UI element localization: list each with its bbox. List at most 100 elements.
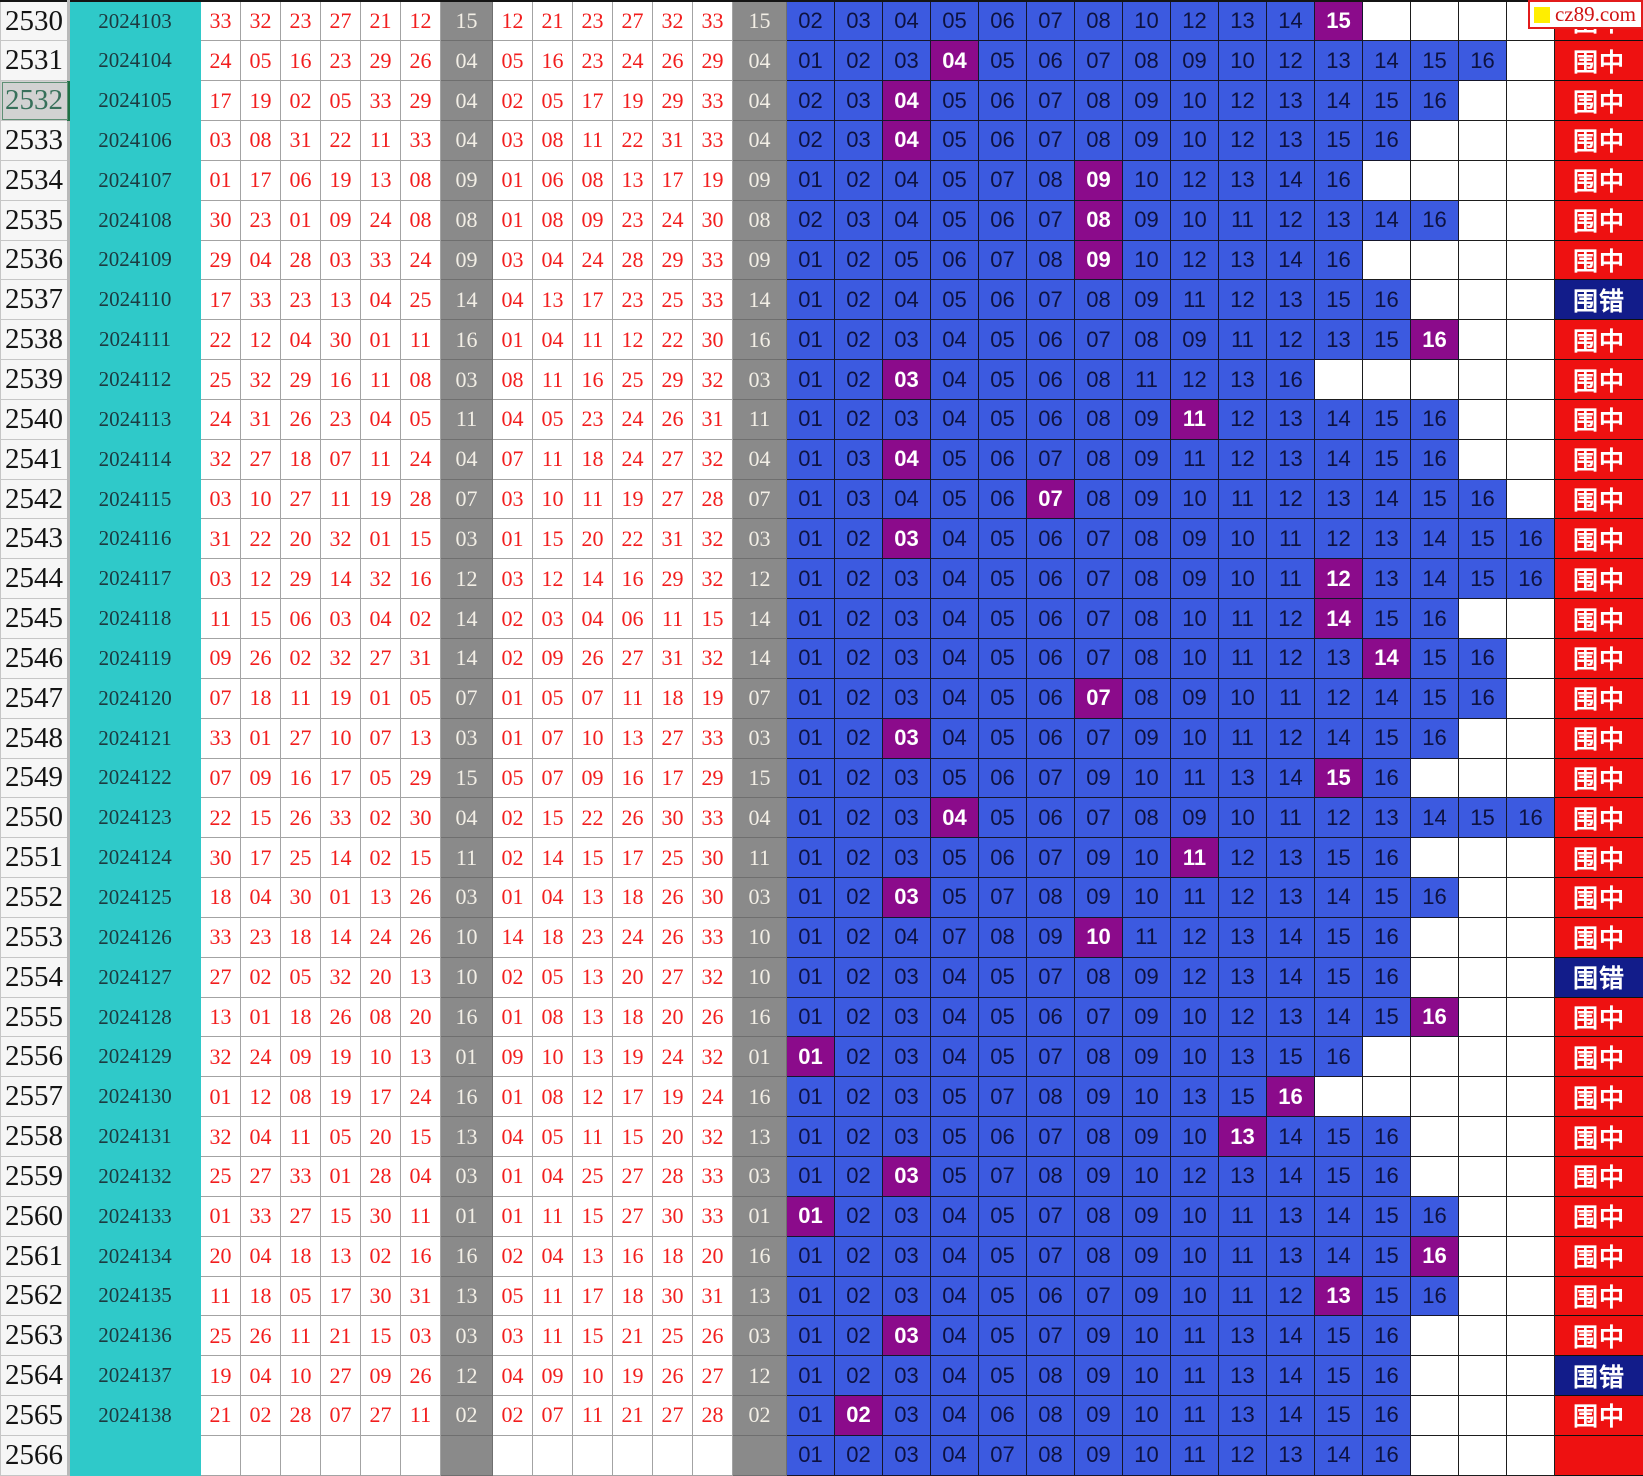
row-header[interactable]: 2546 (0, 638, 70, 679)
row-header[interactable]: 2550 (0, 797, 70, 839)
red-ball-sorted: 25 (652, 837, 693, 879)
chart-row: 2532 2024105 17 19 02 05 33 29 04 02 05 17 19 29 33 04 0… (0, 80, 1643, 122)
row-header[interactable]: 2535 (0, 199, 70, 241)
empty-cell (1458, 1434, 1507, 1476)
row-header[interactable]: 2562 (0, 1275, 70, 1317)
row-header[interactable]: 2548 (0, 717, 70, 759)
pick-cell: 09 (1122, 1235, 1171, 1277)
red-ball-draw-order: 25 (400, 279, 441, 321)
row-header[interactable]: 2533 (0, 120, 70, 161)
red-ball-sorted: 17 (612, 837, 653, 879)
empty-cell (1410, 916, 1459, 958)
logo-square-icon (1533, 6, 1550, 23)
pick-cell: 14 (1314, 877, 1363, 918)
red-ball-sorted: 17 (652, 159, 693, 201)
pick-cell: 07 (1026, 757, 1075, 799)
row-header[interactable]: 2558 (0, 1116, 70, 1157)
red-ball-draw-order: 16 (280, 40, 321, 82)
red-ball-sorted: 23 (612, 199, 653, 241)
pick-cell: 02 (834, 1036, 883, 1078)
red-ball-sorted: 09 (572, 199, 613, 241)
period-cell: 2024103 (68, 0, 201, 42)
pick-cell: 10 (1170, 120, 1219, 161)
red-ball-sorted: 09 (532, 638, 573, 679)
row-header[interactable]: 2561 (0, 1235, 70, 1277)
period-cell: 2024135 (68, 1275, 201, 1317)
row-header[interactable]: 2557 (0, 1076, 70, 1118)
row-header[interactable]: 2545 (0, 598, 70, 639)
red-ball-draw-order: 13 (360, 159, 401, 201)
pick-cell: 04 (882, 199, 931, 241)
pick-cell: 02 (834, 996, 883, 1038)
red-ball-draw-order: 23 (240, 199, 281, 241)
red-ball-draw-order: 04 (240, 1235, 281, 1277)
row-header[interactable]: 2547 (0, 677, 70, 719)
row-header[interactable]: 2553 (0, 916, 70, 958)
row-header[interactable]: 2556 (0, 1036, 70, 1078)
row-header[interactable]: 2560 (0, 1195, 70, 1237)
empty-cell (1506, 996, 1555, 1038)
row-header[interactable]: 2542 (0, 478, 70, 520)
row-header[interactable]: 2541 (0, 438, 70, 480)
pick-cell: 03 (834, 0, 883, 42)
row-header[interactable]: 2563 (0, 1315, 70, 1357)
red-ball-sorted: 33 (692, 1195, 733, 1237)
red-ball-draw-order: 08 (360, 996, 401, 1038)
logo-text: cz89.com (1554, 2, 1636, 26)
row-header[interactable]: 2530 (0, 0, 70, 42)
pick-cell: 04 (930, 398, 979, 440)
red-ball-sorted: 20 (692, 1235, 733, 1277)
row-header[interactable]: 2555 (0, 996, 70, 1038)
red-ball-sorted: 23 (572, 0, 613, 42)
row-header-selected[interactable]: 2532 (0, 80, 70, 122)
row-header[interactable]: 2537 (0, 279, 70, 321)
period-cell: 2024131 (68, 1116, 201, 1157)
red-ball-draw-order: 03 (320, 598, 361, 639)
pick-cell: 11 (1170, 438, 1219, 480)
pick-cell: 11 (1170, 1315, 1219, 1357)
pick-cell: 01 (786, 837, 835, 879)
red-ball-sorted: 24 (612, 40, 653, 82)
row-header[interactable]: 2559 (0, 1155, 70, 1197)
pick-cell: 12 (1218, 438, 1267, 480)
red-ball-sorted: 26 (612, 797, 653, 839)
period-cell: 2024124 (68, 837, 201, 879)
pick-cell-hit: 10 (1074, 916, 1123, 958)
blue-ball-value: 10 (732, 916, 787, 958)
red-ball-draw-order: 27 (280, 478, 321, 520)
row-header[interactable]: 2534 (0, 159, 70, 201)
row-header[interactable]: 2538 (0, 319, 70, 361)
row-header[interactable]: 2549 (0, 757, 70, 799)
row-header[interactable]: 2565 (0, 1395, 70, 1436)
row-header[interactable]: 2540 (0, 398, 70, 440)
row-header[interactable]: 2536 (0, 239, 70, 281)
row-header[interactable]: 2539 (0, 359, 70, 400)
pick-cell: 14 (1314, 1434, 1363, 1476)
row-header[interactable]: 2531 (0, 40, 70, 82)
empty-cell (1410, 1076, 1459, 1118)
red-ball-draw-order: 27 (280, 717, 321, 759)
red-ball-sorted: 29 (652, 359, 693, 400)
site-logo[interactable]: cz89.com (1527, 0, 1643, 29)
row-header[interactable]: 2554 (0, 956, 70, 998)
chart-row: 2544 2024117 03 12 29 14 32 16 12 03 12 14 16 29 32 12 0… (0, 558, 1643, 600)
row-header[interactable]: 2564 (0, 1355, 70, 1397)
row-header[interactable]: 2566 (0, 1434, 70, 1476)
red-ball-sorted: 05 (492, 40, 533, 82)
row-header[interactable]: 2543 (0, 518, 70, 560)
red-ball-sorted: 23 (572, 916, 613, 958)
blue-ball-value: 03 (732, 1155, 787, 1197)
empty-cell (1506, 40, 1555, 82)
pick-cell: 03 (882, 1355, 931, 1397)
row-header[interactable]: 2552 (0, 877, 70, 918)
red-ball-sorted: 30 (692, 837, 733, 879)
pick-cell: 10 (1170, 199, 1219, 241)
red-ball-sorted: 11 (572, 478, 613, 520)
chart-row: 2561 2024134 20 04 18 13 02 16 16 02 04 13 16 18 20 16 0… (0, 1235, 1643, 1277)
row-header[interactable]: 2551 (0, 837, 70, 879)
red-ball-draw-order: 27 (280, 1195, 321, 1237)
pick-cell: 03 (882, 1235, 931, 1277)
row-header[interactable]: 2544 (0, 558, 70, 600)
empty-cell (1458, 398, 1507, 440)
blue-ball-value: 04 (440, 80, 493, 122)
